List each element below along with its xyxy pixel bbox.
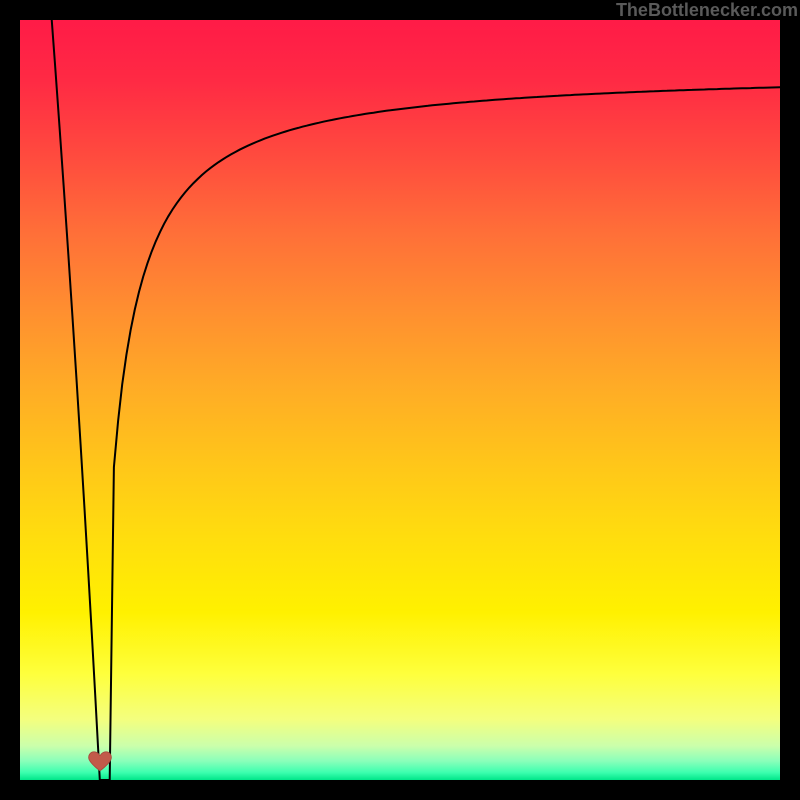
curve-layer xyxy=(20,20,780,780)
heart-marker-icon xyxy=(87,748,113,774)
watermark-text: TheBottlenecker.com xyxy=(616,0,798,21)
bottleneck-curve xyxy=(47,0,780,780)
chart-container: TheBottlenecker.com xyxy=(0,0,800,800)
plot-area xyxy=(20,20,780,780)
